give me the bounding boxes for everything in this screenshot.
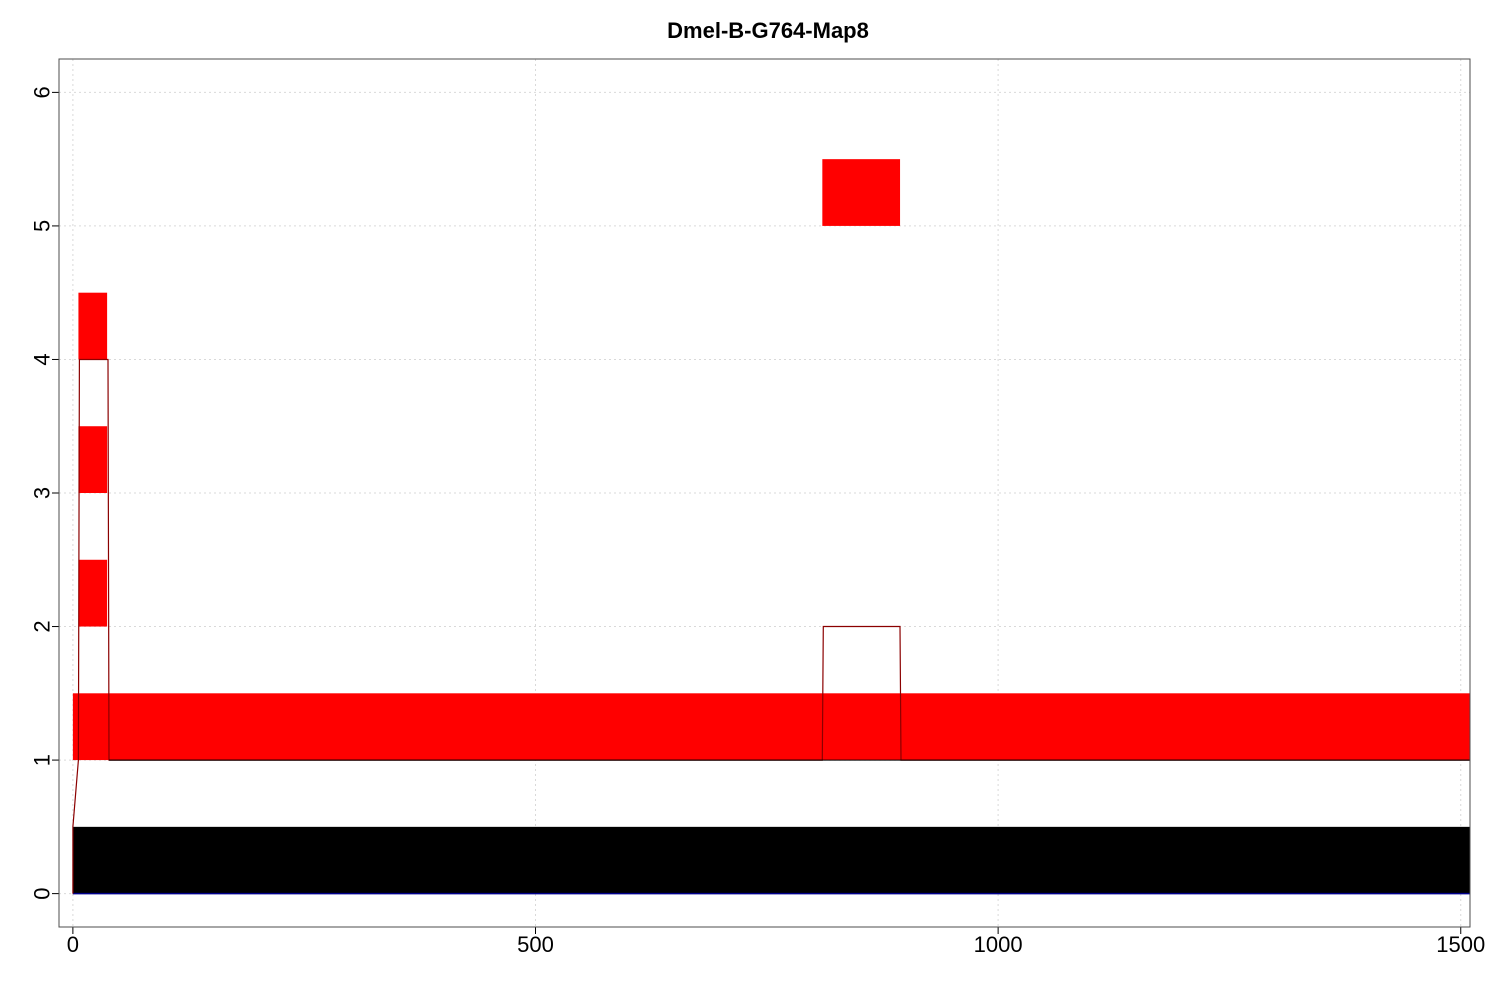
y-tick-label: 3 (30, 487, 55, 499)
x-tick-label: 500 (517, 932, 554, 957)
red-segment (822, 159, 901, 226)
red-segment (78, 559, 108, 627)
red-segment (78, 426, 108, 493)
grid-lines (59, 59, 1470, 927)
y-tick-label: 6 (30, 86, 55, 98)
x-tick-label: 0 (67, 932, 79, 957)
red-segment (78, 292, 108, 360)
y-tick-label: 4 (30, 353, 55, 365)
coverage-line-layer (72, 358, 1470, 895)
y-tick-label: 0 (30, 887, 55, 899)
red-segment (72, 693, 1471, 761)
segments (72, 159, 1471, 894)
plot-frame (58, 58, 1471, 928)
black-segment (72, 826, 1471, 894)
axes: 0 500 1000 1500 0 1 2 3 4 5 6 (30, 86, 1486, 957)
y-tick-label: 5 (30, 220, 55, 232)
y-tick-label: 1 (30, 754, 55, 766)
chart-title: Dmel-B-G764-Map8 (667, 18, 869, 43)
y-tick-label: 2 (30, 620, 55, 632)
x-tick-label: 1000 (974, 932, 1023, 957)
x-tick-label: 1500 (1436, 932, 1485, 957)
